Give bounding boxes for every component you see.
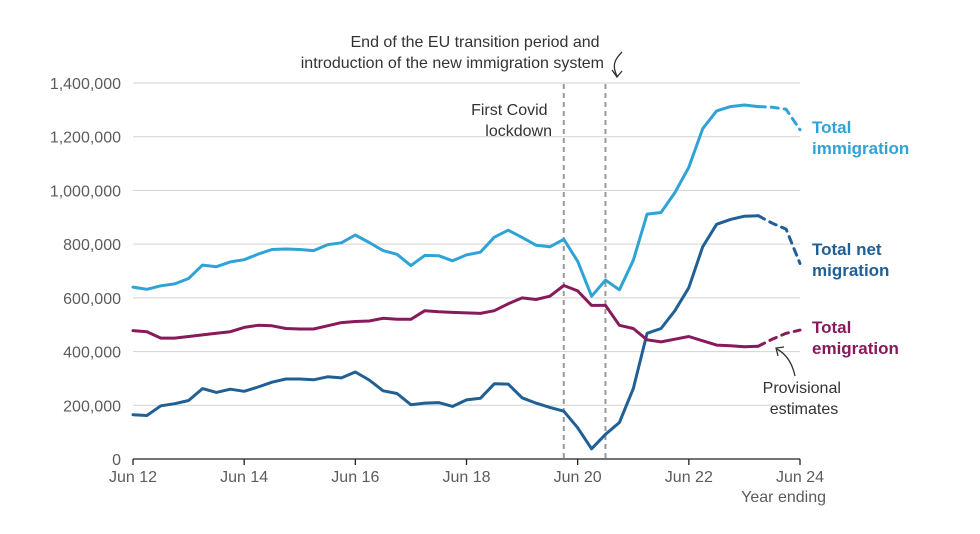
label-total-immigration: Total immigration (812, 118, 909, 158)
label-immigration-line-2: immigration (812, 139, 909, 158)
provisional-arrow-icon (775, 346, 796, 377)
x-axis-title: Year ending (741, 489, 826, 506)
x-tick-label: Jun 20 (554, 469, 602, 486)
label-emigration-line-1: Total (812, 318, 851, 337)
label-immigration-line-1: Total (812, 118, 851, 137)
label-emigration-line-2: emigration (812, 339, 899, 358)
series-provisional-line-emigration (756, 328, 802, 348)
covid-line-1: First Covid (471, 102, 547, 119)
eu-transition-line-1: End of the EU transition period and (351, 34, 600, 51)
provisional-annotation: Provisional estimates (763, 380, 846, 418)
series-line-net (131, 214, 760, 451)
y-tick-label: 1,000,000 (50, 183, 121, 200)
series-provisional-line-net (756, 214, 802, 265)
label-net-line-1: Total net (812, 240, 882, 259)
y-tick-label: 600,000 (63, 291, 121, 308)
series-line-emigration (131, 284, 760, 349)
label-net-line-2: migration (812, 261, 889, 280)
series-line-immigration (131, 103, 760, 298)
provisional-line-1: Provisional (763, 380, 841, 397)
y-tick-label: 1,200,000 (50, 130, 121, 147)
x-tick-label: Jun 22 (665, 469, 713, 486)
x-tick-label: Jun 16 (331, 469, 379, 486)
x-tick-label: Jun 14 (220, 469, 268, 486)
series-provisional-line-immigration (756, 105, 802, 132)
x-tick-label: Jun 18 (442, 469, 490, 486)
eu-transition-line-2: introduction of the new immigration syst… (301, 55, 604, 72)
y-tick-label: 1,400,000 (50, 76, 121, 93)
data-series (131, 103, 802, 451)
covid-line-2: lockdown (485, 123, 552, 140)
x-tick-label: Jun 12 (109, 469, 157, 486)
x-tick-label: Jun 24 (776, 469, 824, 486)
gridlines (133, 82, 800, 406)
y-tick-label: 400,000 (63, 345, 121, 362)
label-total-net-migration: Total net migration (812, 240, 889, 280)
axes: 0 200,000 400,000 600,000 800,000 1,000,000 1,… (50, 76, 824, 486)
y-tick-label: 800,000 (63, 237, 121, 254)
eu-transition-arrow-icon (611, 51, 623, 79)
label-total-emigration: Total emigration (812, 318, 899, 358)
event-marker-lines (562, 84, 607, 459)
provisional-line-2: estimates (770, 401, 838, 418)
eu-transition-annotation: End of the EU transition period and intr… (301, 34, 604, 72)
y-tick-label: 200,000 (63, 398, 121, 415)
covid-annotation: First Covid lockdown (471, 102, 552, 140)
y-tick-label: 0 (112, 452, 121, 469)
